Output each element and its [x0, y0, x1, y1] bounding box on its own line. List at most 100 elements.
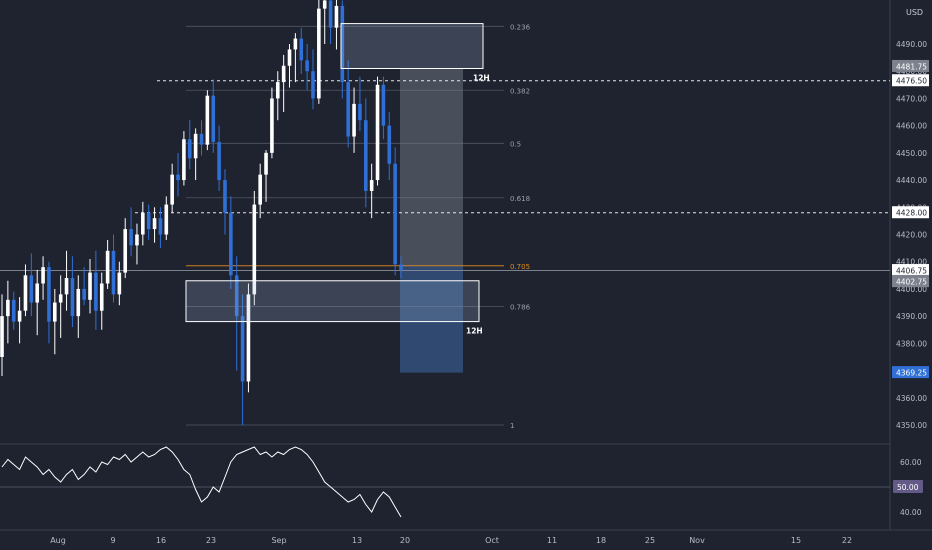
candle-body [322, 0, 327, 9]
candle-body [53, 302, 57, 322]
candle-body [363, 120, 368, 191]
candle [322, 0, 327, 44]
candle-body [58, 294, 63, 303]
price-axis[interactable]: 4490.004480.004470.004460.004450.004440.… [892, 40, 930, 430]
price-badge [892, 74, 929, 87]
candle [399, 256, 403, 279]
candle [334, 0, 339, 50]
price-tick: 4470.00 [896, 94, 927, 103]
candle-body [270, 98, 274, 153]
candle-body [41, 267, 45, 284]
candle-body [76, 288, 81, 317]
candle [11, 291, 16, 330]
candle-body [299, 38, 304, 61]
candle-body [381, 84, 386, 126]
candles [0, 0, 403, 425]
candle [187, 120, 192, 170]
price-badge [892, 264, 929, 277]
fibonacci-levels: 0.236 0.382 0.5 0.618 0.705 0.786 1 [186, 23, 531, 430]
candle-body [187, 139, 192, 159]
candle [369, 163, 374, 219]
candle-body [234, 275, 239, 317]
candle [199, 120, 204, 156]
candle-body [129, 229, 133, 246]
oscillator-level-label: 50.00 [897, 483, 919, 492]
candle [82, 267, 86, 306]
supply-demand-zone-2[interactable] [185, 280, 480, 323]
time-label: 23 [206, 536, 216, 545]
time-label: Oct [485, 536, 499, 545]
candle-body [117, 272, 122, 295]
time-label: Sep [271, 536, 286, 545]
time-axis[interactable]: Aug 9 16 23 Sep 13 20 Oct 11 18 25 Nov 15 22 [50, 536, 852, 545]
price-tick: 4440.00 [896, 176, 927, 185]
fib-label-0-382: 0.382 [510, 87, 530, 95]
oscillator-tick: 40.00 [900, 508, 922, 517]
supply-demand-zone-1[interactable] [340, 23, 484, 69]
fib-label-0-618: 0.618 [510, 195, 530, 203]
candle-body [229, 212, 233, 276]
candle-body [111, 250, 116, 295]
candle-body [146, 212, 151, 230]
candle [76, 275, 81, 338]
candle-body [123, 229, 128, 273]
candle [23, 264, 28, 317]
candle [281, 54, 286, 113]
projection-risk-area [400, 68, 463, 266]
candle [311, 49, 315, 110]
candle-body [135, 234, 139, 246]
candle-body [358, 103, 362, 121]
oscillator-level-badge [893, 480, 923, 493]
candle [393, 147, 397, 276]
candle [17, 297, 22, 344]
candle-body [64, 278, 69, 295]
candle-body [6, 299, 10, 317]
oscillator-tick: 60.00 [900, 458, 922, 467]
candle [170, 163, 174, 213]
candle [58, 275, 63, 338]
candle [88, 258, 92, 314]
candle [340, 0, 345, 99]
candle-body [205, 95, 210, 145]
candle-body [99, 283, 104, 311]
candle-body [47, 267, 51, 322]
candle [317, 0, 321, 104]
candle [270, 87, 274, 159]
candle [240, 294, 245, 425]
time-label: 11 [547, 536, 557, 545]
price-tick: 4420.00 [896, 231, 927, 240]
price-badge-text: 4481.75 [896, 62, 927, 71]
candle-body [0, 316, 4, 357]
candle [70, 256, 75, 328]
candle [381, 76, 386, 140]
candle [129, 207, 133, 257]
candle-body [287, 49, 292, 66]
price-badge [892, 206, 929, 219]
candle-body [170, 174, 174, 205]
price-tick: 4380.00 [896, 339, 927, 348]
time-label: 9 [110, 536, 115, 545]
candle [223, 169, 227, 235]
candle [35, 269, 40, 336]
price-badge-text: 4476.50 [896, 77, 927, 86]
time-label: 25 [645, 536, 655, 545]
candle-body [399, 264, 403, 270]
candle [205, 90, 210, 151]
zone-bottom-label: 12H [466, 327, 483, 336]
candle-body [264, 152, 268, 175]
candle-body [176, 174, 180, 181]
zones[interactable] [185, 23, 484, 323]
candle-body [29, 275, 34, 303]
fib-label-0-705: 0.705 [510, 263, 530, 271]
projection-zone [400, 68, 463, 373]
candle [53, 288, 57, 355]
candle [346, 60, 350, 148]
candle-body [11, 299, 16, 322]
candle-body [35, 283, 40, 303]
time-label: 16 [156, 536, 166, 545]
candle-body [164, 204, 169, 235]
candle [111, 234, 116, 303]
candle [211, 79, 216, 153]
price-badge [892, 59, 929, 72]
